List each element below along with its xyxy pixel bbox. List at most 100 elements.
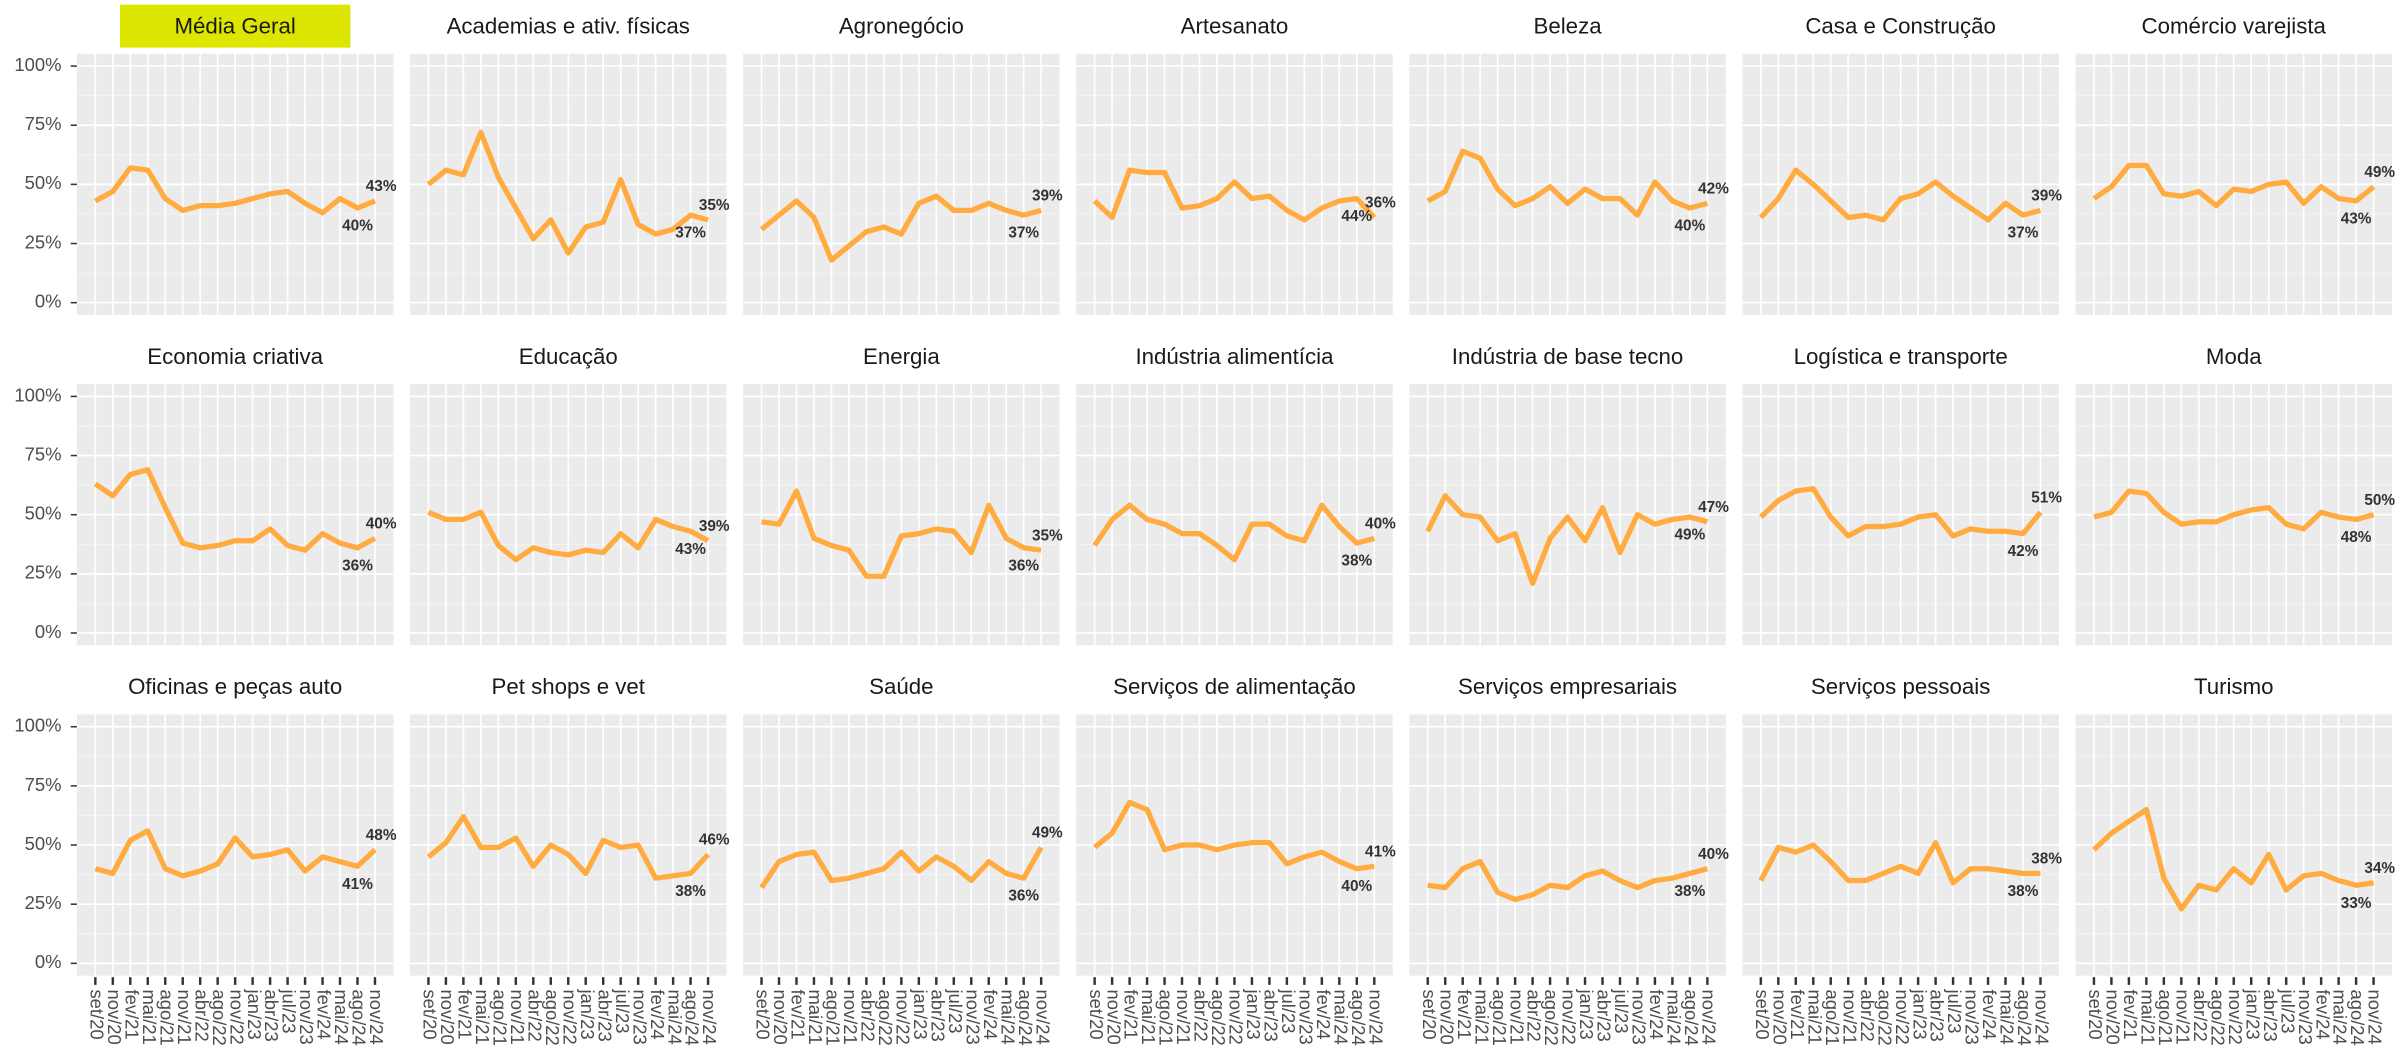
x-tick-label: mai/24 — [1664, 989, 1685, 1044]
series-line — [2093, 488, 2375, 532]
x-tick-label: fev/24 — [314, 989, 335, 1039]
x-tick-label: ago/21 — [156, 989, 177, 1045]
x-tick-label: set/20 — [86, 989, 107, 1039]
y-tick-label: 50% — [25, 172, 62, 193]
x-tick-label: nov/22 — [892, 989, 913, 1044]
x-tick-label: set/20 — [2085, 989, 2106, 1039]
series-line — [761, 488, 1042, 579]
x-tick-label: jul/23 — [1611, 988, 1632, 1033]
x-tick-label: abr/22 — [858, 989, 879, 1041]
x-tick-label: ago/24 — [2014, 989, 2035, 1045]
x-tick-label: nov/23 — [296, 989, 317, 1044]
data-label: 43% — [366, 178, 397, 195]
x-tick-label: mai/24 — [1997, 989, 2018, 1044]
panel-title: Logística e transporte — [1794, 344, 2008, 369]
x-tick-label: fev/24 — [2312, 989, 2333, 1039]
series-line — [1759, 486, 2043, 539]
x-tick-label: jul/23 — [612, 988, 633, 1033]
series-line — [94, 828, 377, 879]
series-line — [2092, 162, 2376, 209]
x-tick-label: mai/21 — [1471, 989, 1492, 1044]
x-tick-label: mai/21 — [2137, 989, 2158, 1044]
x-tick-label: jan/23 — [2242, 988, 2263, 1039]
y-tick-label: 0% — [35, 621, 62, 642]
x-tick-label: nov/20 — [1769, 989, 1790, 1044]
x-tick-label: nov/24 — [2032, 989, 2053, 1044]
panel-title: Serviços de alimentação — [1113, 674, 1356, 699]
panel-title: Serviços pessoais — [1811, 674, 1990, 699]
data-label: 48% — [2341, 529, 2372, 546]
x-tick-label: nov/23 — [629, 989, 650, 1044]
data-label: 35% — [699, 197, 730, 214]
series-line — [1425, 493, 1709, 586]
y-tick-label: 75% — [25, 443, 62, 464]
x-tick-label: abr/23 — [1594, 989, 1615, 1041]
x-tick-label: jan/23 — [1576, 988, 1597, 1039]
x-tick-label: fev/21 — [1787, 989, 1808, 1039]
x-tick-label: nov/20 — [770, 989, 791, 1044]
x-tick-label: jan/23 — [1909, 988, 1930, 1039]
series-line — [759, 193, 1042, 263]
x-tick-label: ago/21 — [2155, 989, 2176, 1045]
x-tick-label: nov/24 — [1365, 989, 1386, 1044]
x-tick-label: nov/21 — [840, 989, 861, 1044]
data-label: 39% — [1032, 188, 1063, 205]
data-label: 36% — [342, 557, 373, 574]
data-label: 49% — [2364, 164, 2395, 181]
data-label: 38% — [2031, 851, 2062, 868]
data-label: 41% — [1365, 844, 1396, 861]
series-line — [1758, 167, 2042, 223]
data-label: 49% — [1032, 825, 1063, 842]
x-tick-label: jan/23 — [1243, 988, 1264, 1039]
data-label: 48% — [366, 827, 397, 844]
series-line — [427, 509, 710, 563]
x-tick-label: nov/23 — [1295, 989, 1316, 1044]
x-tick-label: nov/23 — [962, 989, 983, 1044]
series-line — [1758, 840, 2041, 886]
panel-title: Comércio varejista — [2142, 14, 2327, 39]
panel-title: Academias e ativ. físicas — [447, 14, 690, 39]
x-tick-label: nov/22 — [226, 989, 247, 1044]
data-label: 49% — [1675, 527, 1706, 544]
x-tick-label: set/20 — [1752, 989, 1773, 1039]
x-tick-label: abr/23 — [1927, 989, 1948, 1041]
y-tick-label: 0% — [35, 291, 62, 312]
x-tick-label: nov/21 — [507, 989, 528, 1044]
x-tick-label: abr/22 — [524, 989, 545, 1041]
x-tick-label: set/20 — [753, 989, 774, 1039]
data-label: 41% — [342, 876, 373, 893]
data-label: 38% — [2008, 883, 2039, 900]
data-label: 36% — [1008, 888, 1039, 905]
y-tick-label: 100% — [14, 54, 61, 75]
x-tick-label: mai/24 — [1330, 989, 1351, 1044]
x-tick-label: abr/22 — [2190, 989, 2211, 1041]
x-tick-label: abr/22 — [191, 989, 212, 1041]
x-tick-label: jan/23 — [244, 988, 265, 1039]
panel-title: Turismo — [2194, 674, 2274, 699]
x-tick-label: nov/21 — [1506, 989, 1527, 1044]
panel-title: Saúde — [869, 674, 933, 699]
data-label: 43% — [675, 541, 706, 558]
x-tick-label: nov/21 — [1839, 989, 1860, 1044]
x-tick-label: fev/24 — [1646, 989, 1667, 1039]
data-label: 51% — [2031, 490, 2062, 507]
title-highlight — [119, 4, 351, 48]
x-tick-label: nov/22 — [2225, 989, 2246, 1044]
x-tick-label: set/20 — [420, 989, 441, 1039]
x-tick-label: fev/24 — [1979, 989, 2000, 1039]
x-tick-label: ago/24 — [1681, 989, 1702, 1045]
y-tick-label: 25% — [25, 892, 62, 913]
panel-title: Energia — [863, 344, 940, 369]
x-tick-label: mai/21 — [139, 989, 160, 1044]
x-tick-label: fev/24 — [647, 989, 668, 1039]
x-tick-label: fev/21 — [2120, 989, 2141, 1039]
y-tick-label: 75% — [25, 113, 62, 134]
y-tick-label: 75% — [25, 774, 62, 795]
x-tick-label: abr/22 — [1191, 989, 1212, 1041]
x-tick-label: ago/21 — [1822, 989, 1843, 1045]
x-tick-label: ago/22 — [1541, 989, 1562, 1045]
x-tick-label: mai/21 — [1804, 989, 1825, 1044]
x-tick-label: mai/21 — [472, 989, 493, 1044]
